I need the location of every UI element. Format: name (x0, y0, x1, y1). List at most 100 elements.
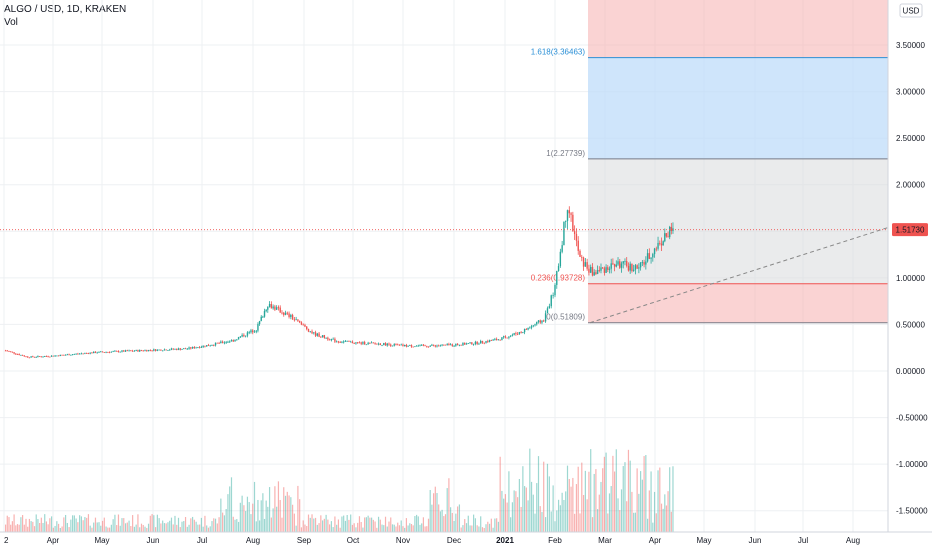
candle-body (100, 351, 102, 353)
candle-body (328, 339, 331, 341)
volume-bar (436, 493, 438, 532)
candle-body (234, 339, 236, 342)
candle-body (409, 345, 411, 346)
candle-body (460, 344, 462, 346)
candlesticks (4, 206, 674, 359)
candle-body (645, 261, 647, 265)
volume-bar (214, 518, 217, 532)
candle-body (255, 330, 257, 332)
volume-bar (223, 515, 225, 532)
volume-bar (94, 517, 97, 532)
volume-bar (421, 523, 423, 532)
volume-bar (476, 525, 478, 532)
candle-body (252, 330, 254, 333)
candle-body (337, 341, 340, 343)
volume-bar (146, 527, 148, 532)
trend-line[interactable] (589, 227, 889, 324)
volume-bar (103, 517, 105, 532)
candle-body (57, 355, 60, 357)
volume-bar (288, 495, 290, 532)
candle-body (476, 341, 478, 344)
volume-bar (181, 521, 183, 532)
candle-body (441, 344, 443, 346)
volume-bar (588, 471, 590, 532)
candle-body (117, 350, 120, 353)
candle-body (600, 267, 602, 271)
candle-body (28, 357, 31, 359)
candle-body (391, 345, 394, 347)
volume-bar (218, 517, 220, 532)
candle-body (455, 343, 457, 346)
candle-body (488, 340, 491, 342)
volume-bar (566, 465, 569, 532)
dashed-trend-line[interactable] (589, 227, 889, 324)
candle-body (112, 351, 114, 353)
volume-bar (59, 527, 61, 532)
candle-body (243, 334, 245, 337)
candle-body (37, 356, 39, 357)
candle-body (365, 344, 368, 346)
time-axis[interactable]: 2 Apr May Jun Jul Aug Sep Oct Nov Dec 2021 Feb Mar Ap… (0, 531, 932, 545)
volume-bar (277, 481, 280, 532)
candle-body (458, 344, 461, 346)
price-axis[interactable]: 3.500003.000002.500002.000001.500001.000… (887, 0, 928, 532)
candle-body (108, 352, 111, 353)
volume-bar (499, 456, 501, 532)
candle-body (605, 267, 607, 273)
fibonacci-extension[interactable]: 1.618(3.36463) 1(2.27739) 0.236(0.93728) 0(… (531, 0, 888, 324)
volume-bar (207, 527, 210, 532)
volume-bar (147, 523, 150, 532)
currency-badge[interactable]: USD (899, 3, 923, 18)
volume-bar (636, 468, 638, 532)
volume-bar (532, 494, 534, 532)
last-price-badge[interactable] (892, 223, 928, 237)
volume-bar (487, 521, 489, 532)
volume-bar (596, 509, 599, 532)
fib-zone-top (588, 0, 888, 58)
candle-body (313, 332, 315, 334)
volume-bar (377, 516, 380, 532)
volume-bar (508, 471, 510, 532)
candle-body (11, 351, 14, 353)
volume-bar (341, 516, 343, 532)
candle-body (432, 344, 435, 346)
candle-body (610, 263, 612, 269)
volume-bar (313, 518, 315, 532)
volume-bar (105, 526, 107, 532)
candle-body (485, 341, 487, 343)
volume-bar (98, 522, 100, 532)
volume-bar (590, 449, 592, 532)
volume-bar (144, 526, 146, 532)
candle-body (417, 345, 419, 347)
volume-bar (243, 505, 245, 532)
volume-bar (552, 485, 554, 532)
volume-bar (32, 521, 34, 532)
candle-body (205, 345, 208, 347)
candle-body (8, 351, 10, 352)
volume-bar (404, 527, 406, 532)
candle-body (216, 342, 219, 344)
candle-body (223, 342, 226, 344)
candle-body (487, 341, 489, 342)
candle-body (119, 351, 121, 353)
candle-body (536, 321, 538, 325)
volume-bar (193, 519, 195, 532)
volume-bar (362, 527, 364, 532)
volume-bar (199, 524, 201, 532)
candle-body (613, 264, 616, 267)
candle-body (75, 353, 77, 355)
candle-body (421, 344, 423, 346)
candle-body (344, 341, 347, 342)
candle-body (172, 348, 174, 350)
candle-body (529, 327, 531, 329)
volume-bar (13, 514, 15, 532)
volume-bar (665, 505, 668, 532)
volume-bar (44, 514, 46, 532)
candle-body (429, 345, 431, 347)
candle-body (291, 314, 294, 320)
candle-body (414, 346, 416, 348)
candle-body (27, 356, 29, 358)
candle-body (465, 343, 468, 345)
candle-body (290, 314, 292, 318)
